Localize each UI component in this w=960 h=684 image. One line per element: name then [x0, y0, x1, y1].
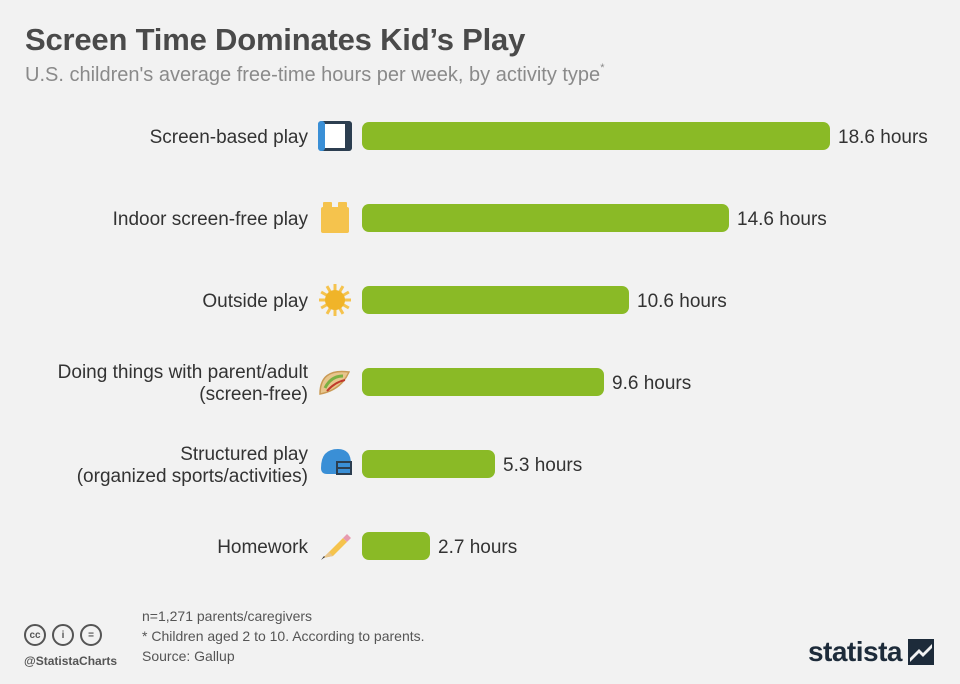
bar	[362, 286, 629, 314]
bar-chart: Screen-based play 18.6 hours Indoor screen…	[58, 121, 928, 560]
category-label: Structured play (organized sports/activit…	[77, 444, 309, 487]
footer-notes: n=1,271 parents/caregivers * Children ag…	[142, 606, 425, 666]
age-note: * Children aged 2 to 10. According to pa…	[142, 628, 425, 644]
value-label: 14.6 hours	[737, 209, 827, 230]
source-note: Source: Gallup	[142, 648, 235, 664]
statista-logo[interactable]: statista	[808, 636, 934, 668]
chart-subtitle: U.S. children's average free-time hours …	[25, 62, 605, 87]
value-label: 5.3 hours	[503, 455, 582, 476]
social-handle: @StatistaCharts	[24, 654, 118, 668]
toy-block-icon	[321, 202, 349, 233]
no-derivatives-icon: =	[80, 624, 102, 646]
value-label: 9.6 hours	[612, 373, 691, 394]
category-label: Screen-based play	[150, 127, 309, 148]
category-label: Homework	[217, 537, 308, 558]
pencil-icon	[321, 534, 351, 560]
bar	[362, 368, 604, 396]
creative-commons-icon: cc	[24, 624, 46, 646]
license-icons: cc i =	[24, 624, 102, 646]
statista-mark-icon	[908, 639, 934, 665]
category-label: Doing things with parent/adult (screen-fr…	[58, 362, 309, 405]
value-label: 2.7 hours	[438, 537, 517, 558]
category-label: Indoor screen-free play	[113, 209, 309, 230]
bar	[362, 204, 729, 232]
value-label: 18.6 hours	[838, 127, 928, 148]
brand-wordmark: statista	[807, 636, 903, 667]
category-label: Outside play	[202, 291, 308, 312]
sample-size-note: n=1,271 parents/caregivers	[142, 608, 313, 624]
sun-icon	[319, 284, 351, 316]
game-console-icon	[318, 121, 352, 151]
bar	[362, 122, 830, 150]
football-helmet-icon	[321, 449, 352, 475]
value-label: 10.6 hours	[637, 291, 727, 312]
bar	[362, 450, 495, 478]
chart-title: Screen Time Dominates Kid’s Play	[25, 22, 526, 57]
subtitle-footnote-marker: *	[600, 62, 605, 74]
attribution-icon: i	[52, 624, 74, 646]
taco-icon	[319, 370, 351, 395]
bar	[362, 532, 430, 560]
subtitle-text: U.S. children's average free-time hours …	[25, 64, 601, 86]
